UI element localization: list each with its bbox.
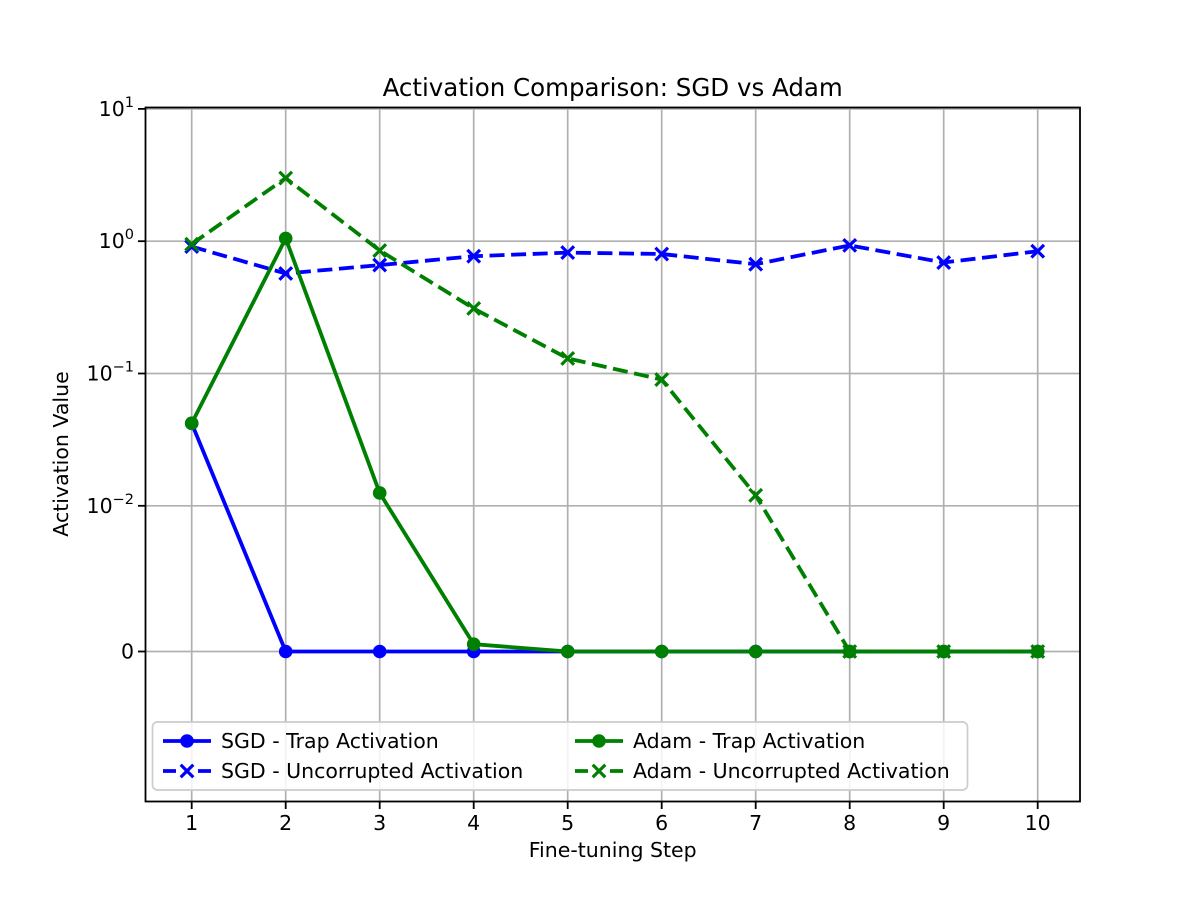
series-layer [184, 170, 1046, 659]
x-tick-label-10: 10 [1025, 811, 1051, 835]
series-sgd-trap-activation [184, 416, 1045, 659]
legend-box [151, 721, 969, 791]
legend-entry-adam-uncorrupted-activation: Adam - Uncorrupted Activation [575, 759, 950, 783]
legend-label-adam-trap-activation: Adam - Trap Activation [633, 729, 865, 753]
series-adam-uncorrupted-activation [184, 170, 1046, 659]
sgd-uncorrupted-activation-marker-2 [278, 266, 294, 281]
adam-uncorrupted-activation-marker-2 [278, 170, 294, 186]
adam-trap-activation-marker-4 [466, 637, 481, 651]
sgd-trap-activation-marker-2 [278, 644, 293, 659]
sgd-uncorrupted-activation-marker-4 [466, 248, 482, 264]
sgd-uncorrupted-activation-marker-6 [654, 246, 670, 262]
adam-uncorrupted-activation-marker-7 [748, 487, 764, 503]
adam-trap-activation-marker-5 [560, 644, 575, 659]
line-sgd-uncorrupted-activation [191, 243, 1038, 276]
legend-entry-adam-trap-activation: Adam - Trap Activation [575, 729, 865, 753]
legend-marker-sgd-trap-activation [180, 734, 194, 748]
adam-uncorrupted-activation-marker-4 [466, 301, 482, 316]
legend-marker-sgd-uncorrupted-activation [179, 763, 195, 779]
y-tick-label-10e0: 100 [99, 227, 134, 253]
sgd-uncorrupted-activation-marker-9 [936, 255, 952, 270]
y-tick-label-10e−1: 10−1 [87, 360, 134, 386]
x-tick-label-6: 6 [655, 811, 668, 835]
x-tick-label-4: 4 [467, 811, 480, 835]
x-tick-label-7: 7 [749, 811, 762, 835]
chart-title: Activation Comparison: SGD vs Adam [383, 73, 843, 102]
y-tick-label-10e−2: 10−2 [87, 492, 134, 518]
x-tick-label-3: 3 [373, 811, 386, 835]
x-tick-label-5: 5 [561, 811, 574, 835]
sgd-uncorrupted-activation-marker-5 [560, 245, 576, 261]
adam-uncorrupted-activation-marker-9 [936, 644, 952, 659]
sgd-uncorrupted-activation-marker-8 [842, 237, 858, 253]
x-tick-label-9: 9 [937, 811, 950, 835]
sgd-uncorrupted-activation-marker-10 [1030, 243, 1046, 259]
legend-marker-adam-trap-activation [592, 734, 606, 748]
line-adam-trap-activation [190, 233, 1038, 654]
y-tick-label-10e1: 101 [99, 95, 134, 121]
adam-uncorrupted-activation-marker-1 [184, 236, 200, 252]
x-axis-label: Fine-tuning Step [529, 838, 697, 862]
grid-layer [145, 107, 1080, 802]
y-tick-label-0: 0 [121, 640, 134, 664]
legend-label-sgd-uncorrupted-activation: SGD - Uncorrupted Activation [221, 759, 523, 783]
adam-trap-activation-marker-7 [748, 644, 763, 659]
adam-uncorrupted-activation-marker-3 [372, 243, 388, 258]
legend-entry-sgd-uncorrupted-activation: SGD - Uncorrupted Activation [163, 759, 523, 783]
legend-label-adam-uncorrupted-activation: Adam - Uncorrupted Activation [633, 759, 950, 783]
legend: SGD - Trap Activation SGD - Uncorrupted A… [151, 721, 969, 791]
line-adam-uncorrupted-activation [190, 175, 1038, 654]
series-sgd-uncorrupted-activation [184, 237, 1046, 281]
x-tick-label-1: 1 [185, 811, 198, 835]
adam-uncorrupted-activation-marker-8 [842, 644, 858, 659]
y-axis-label: Activation Value [49, 371, 73, 536]
line-sgd-trap-activation [189, 422, 1038, 654]
sgd-uncorrupted-activation-marker-7 [748, 256, 764, 272]
series-adam-trap-activation [184, 231, 1045, 659]
sgd-trap-activation-marker-3 [372, 644, 387, 659]
legend-label-sgd-trap-activation: SGD - Trap Activation [221, 729, 439, 753]
x-tick-label-2: 2 [279, 811, 292, 835]
adam-uncorrupted-activation-marker-10 [1030, 644, 1046, 659]
adam-trap-activation-marker-1 [184, 416, 199, 431]
x-tick-label-8: 8 [843, 811, 856, 835]
adam-trap-activation-marker-6 [654, 644, 669, 659]
sgd-uncorrupted-activation-marker-3 [372, 257, 388, 273]
plot-border [144, 106, 1081, 803]
legend-marker-adam-uncorrupted-activation [591, 763, 607, 779]
adam-trap-activation-marker-3 [372, 486, 387, 500]
adam-uncorrupted-activation-marker-6 [654, 372, 670, 387]
adam-trap-activation-marker-2 [278, 231, 293, 246]
legend-entry-sgd-trap-activation: SGD - Trap Activation [163, 729, 439, 753]
axes-layer: 1 2 3 4 5 6 7 8 9 10 101 100 10−1 10−2 0 [87, 95, 1081, 835]
adam-uncorrupted-activation-marker-5 [560, 350, 576, 366]
